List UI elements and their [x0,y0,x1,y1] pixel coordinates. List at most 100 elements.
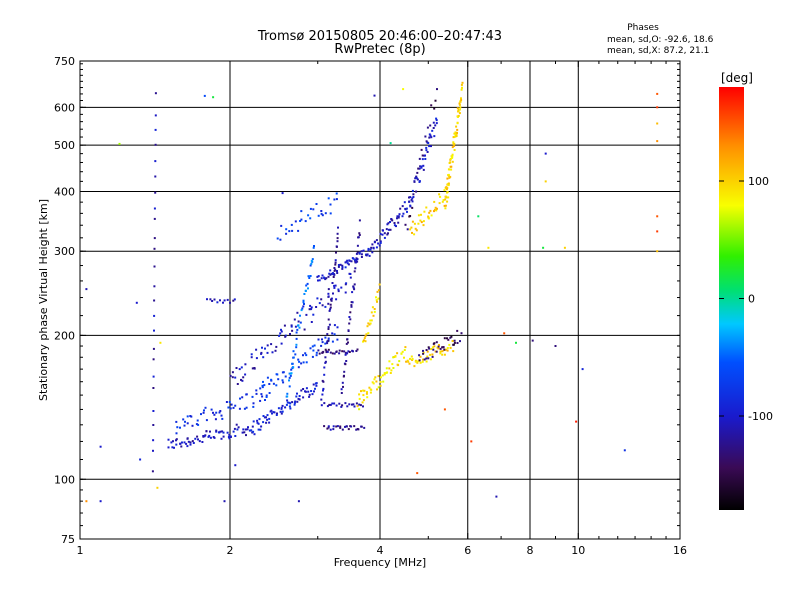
echo-point [266,344,269,347]
echo-point [429,209,432,212]
echo-point [151,470,154,473]
echo-point [353,283,356,286]
echo-point [329,428,332,431]
echo-point [388,360,391,363]
echo-point [433,107,436,110]
echo-point [456,128,459,131]
echo-point [321,393,324,396]
echo-point [353,270,356,273]
echo-point [327,426,330,429]
echo-point [316,297,319,300]
echo-point [335,192,338,195]
echo-point [338,402,341,405]
plot-grid [80,61,680,539]
echo-point [234,464,237,467]
echo-point [310,321,313,323]
echo-point [420,148,423,151]
echo-point [443,204,446,207]
echo-point [252,405,255,408]
echo-point [421,158,424,161]
echo-point [357,236,360,239]
echo-point [326,342,329,345]
echo-point [358,219,361,222]
echo-point [313,245,315,247]
echo-point [442,346,445,349]
echo-point [201,441,204,443]
echo-point [419,165,422,168]
echo-point [186,415,189,418]
echo-point [297,366,300,369]
echo-point [327,197,330,200]
echo-point [458,103,461,106]
echo-point [344,291,347,294]
echo-point [279,410,282,413]
echo-point [396,215,399,218]
echo-point [334,263,337,266]
echo-point [455,125,458,128]
echo-point [441,353,444,356]
echo-point [423,210,426,213]
echo-point [180,445,183,448]
echo-point [460,99,463,101]
echo-point [260,352,263,355]
echo-point [337,264,340,266]
echo-point [381,374,384,377]
y-tick-label: 600 [54,101,75,114]
echo-point [302,361,305,364]
echo-point [298,395,301,397]
echo-point [312,208,315,211]
echo-point [307,275,310,278]
echo-point [214,418,217,421]
echo-point [290,325,293,328]
echo-point [433,135,436,138]
echo-point [152,358,155,361]
echo-point [262,356,265,359]
echo-point [338,352,341,355]
data-points [85,81,659,503]
echo-point [344,425,346,428]
echo-point [326,333,329,336]
echo-point [422,168,425,171]
echo-point [337,265,340,268]
echo-point [416,360,419,363]
echo-point [328,403,331,406]
echo-point [203,409,205,412]
echo-point [257,428,260,431]
echo-point [450,335,453,338]
echo-point [268,417,271,420]
echo-point [422,349,424,352]
echo-point [255,389,258,392]
echo-point [333,324,336,327]
x-tick-label: 4 [377,544,384,557]
echo-point [434,206,437,209]
echo-point [297,229,300,232]
echo-point [280,328,282,331]
echo-point [413,222,416,225]
y-tick-label: 200 [54,329,75,342]
echo-point [327,348,330,351]
echo-point [364,335,367,338]
echo-point [236,428,239,431]
colorbar-ticks: 100 0 -100 [719,175,773,423]
echo-point [379,232,382,235]
echo-point [294,220,297,223]
echo-point [435,122,438,125]
echo-point [202,435,205,437]
echo-point [118,142,121,145]
echo-point [345,342,348,345]
echo-point [354,267,357,270]
echo-point [274,349,277,352]
echo-point [327,328,330,330]
echo-point [226,431,229,434]
echo-point [352,403,355,406]
echo-point [433,342,436,345]
echo-point [236,383,239,385]
echo-point [360,256,363,258]
echo-point [353,288,356,291]
echo-point [487,246,490,249]
echo-point [348,259,351,262]
echo-point [268,383,271,385]
echo-point [202,411,205,414]
echo-point [350,304,353,307]
echo-point [325,277,328,280]
